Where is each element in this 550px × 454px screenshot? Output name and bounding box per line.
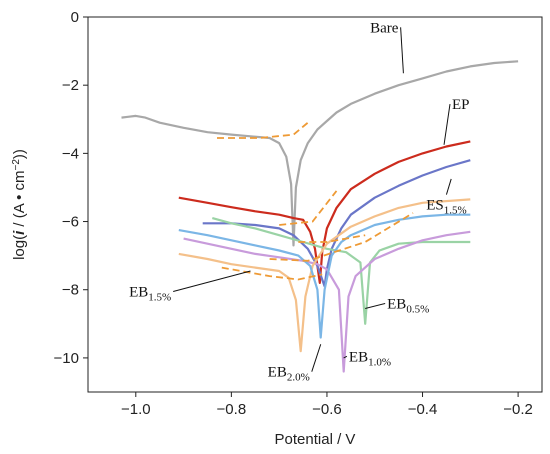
series-line-eb-1-5 [178,198,471,353]
leader-line-eb-0-5 [365,302,386,309]
x-tick-label: −0.8 [217,401,247,418]
series-line-bare [121,60,519,247]
series-label-main: EP [452,97,470,113]
series-label-eb-1-0: EB1.0% [349,349,391,368]
series-label-main: EB [268,365,287,381]
y-tick-label: −10 [54,350,79,367]
series-label-main: EB [387,296,406,312]
y-axis-title-prefix: log( [11,235,28,260]
series-label-subscript: 1.5% [148,292,171,304]
series-line-eb-2-0 [178,213,471,339]
leader-line-eb-2-0 [311,344,322,372]
y-axis-ticks: 0 −2 −4 −6 −8 −10 [54,9,88,367]
y-tick-label: −2 [62,77,79,94]
series-label-ep: EP [452,97,470,113]
y-tick-label: −4 [62,145,79,162]
x-axis-ticks: −1.0 −0.8 −0.6 −0.4 −0.2 [121,392,533,418]
x-tick-label: −0.4 [408,401,438,418]
polarization-curves [121,60,519,373]
y-axis-title-unit: / (A • cm [11,170,28,230]
series-label-bare: Bare [370,20,399,36]
series-label-subscript: 1.5% [444,205,467,217]
series-label-main: EB [129,285,148,301]
tafel-fit-line-1 [217,122,309,139]
series-line-es-1-5 [202,159,471,288]
x-tick-label: −0.6 [312,401,342,418]
plot-frame [87,16,543,393]
y-tick-label: −6 [62,214,79,231]
series-line-eb-1-0 [183,230,471,373]
series-label-eb-2-0: EB2.0% [268,365,310,384]
x-axis-title: Potential / V [275,431,356,448]
y-tick-label: 0 [71,9,79,26]
leader-line-es-1-5 [445,178,452,195]
series-label-eb-0-5: EB0.5% [387,296,429,315]
series-label-subscript: 0.5% [406,303,429,315]
y-tick-label: −8 [62,282,79,299]
y-axis-title: log(i / (A • cm−2)) [11,149,29,260]
series-line-ep [178,140,471,284]
series-label-es-1-5: ES1.5% [426,198,466,217]
series-label-main: EB [349,349,368,365]
y-axis-title-variable: i [11,230,28,235]
series-label-main: Bare [370,20,399,36]
tafel-fit-line-3 [269,212,414,262]
y-axis-title-suffix: )) [11,149,28,159]
leader-line-eb-1-0 [343,355,348,359]
x-tick-label: −0.2 [503,401,533,418]
y-axis-title-exponent: −2 [11,159,22,171]
leader-line-ep [443,103,451,145]
tafel-fit-line-5 [298,234,366,243]
series-label-subscript: 1.0% [368,356,391,368]
series-label-subscript: 2.0% [287,372,310,384]
series-label-eb-1-5: EB1.5% [129,285,171,304]
leader-line-eb-1-5 [173,270,251,293]
tafel-fit-line-2 [279,190,338,226]
series-label-main: ES [426,198,444,214]
x-tick-label: −1.0 [121,401,151,418]
leader-line-bare [400,27,404,74]
